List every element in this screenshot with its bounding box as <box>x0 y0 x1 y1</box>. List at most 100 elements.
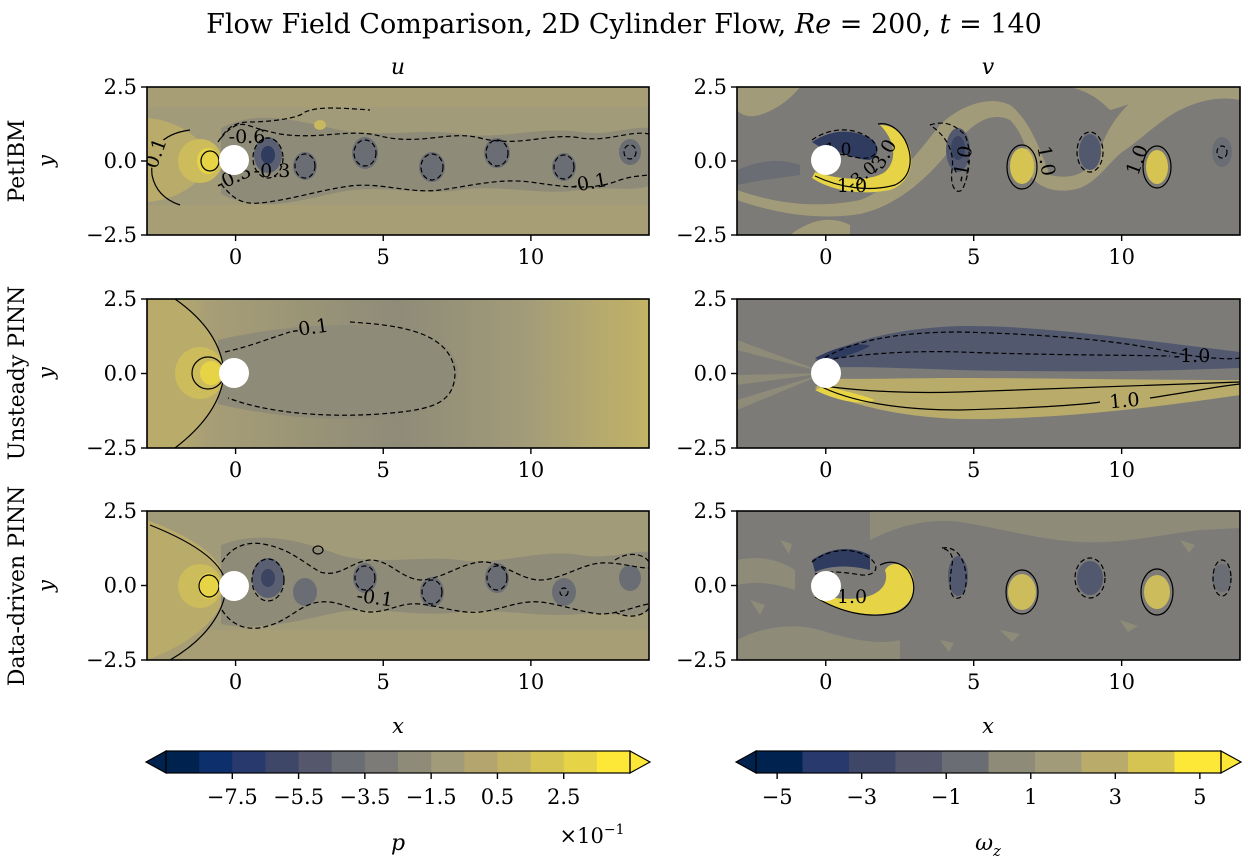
y-tick-label: 2.5 <box>104 75 137 99</box>
y-tick-label: −2.5 <box>676 223 727 247</box>
vortex-positive <box>1008 574 1036 610</box>
vortex <box>419 152 445 182</box>
contour-label: 1.0 <box>1108 389 1140 414</box>
colorbar-segment <box>265 751 300 773</box>
colorbar-segment <box>942 751 989 773</box>
small-positive-blob <box>314 120 326 130</box>
colorbar-segment <box>895 751 943 773</box>
contour-line <box>151 129 191 206</box>
colorbar-vorticity: −5 −3 −1 1 3 5 <box>734 749 1243 809</box>
colorbar-tick-label: 1 <box>1024 785 1037 809</box>
positive-region <box>790 219 850 235</box>
colorbar-tick-label: −5 <box>762 785 793 809</box>
vortex-positive <box>1010 148 1034 184</box>
axes-petibm-u: 0 5 10 2.5 0.0 −2.5 <box>86 75 650 269</box>
contour-line <box>251 558 285 602</box>
colorbar-tick-label: −1.5 <box>406 785 457 809</box>
y-tick-label: 2.5 <box>104 499 137 523</box>
x-tick-label: 10 <box>518 458 545 482</box>
vortex <box>484 138 510 168</box>
vortex-negative-core <box>951 136 965 160</box>
shear-layer-negative <box>812 131 878 160</box>
x-tick-label: 0 <box>229 245 242 269</box>
faint-rays <box>737 340 826 410</box>
contour-line <box>614 553 649 617</box>
contour-line <box>817 331 1240 363</box>
colorbar-segment <box>232 751 266 773</box>
colorbar-segment <box>331 751 366 773</box>
positive-region <box>737 87 1240 217</box>
contour-line <box>312 545 324 555</box>
cylinder <box>811 358 841 388</box>
colorbar-layer: −7.5 −5.5 −3.5 −1.5 0.5 2.5 −5 −3 −1 1 3 5 <box>144 749 1243 809</box>
colorbar-segment <box>1128 751 1175 773</box>
colorbar-segment <box>298 751 333 773</box>
band-bottom <box>147 630 649 660</box>
x-tick-label: 10 <box>1108 458 1135 482</box>
band-top <box>147 87 649 107</box>
contour-line <box>814 123 911 190</box>
axes-unsteady-pinn-v: 0 5 10 2.5 0.0 −2.5 <box>676 287 1241 482</box>
colorbar-segment <box>464 751 498 773</box>
contour-line <box>486 565 508 591</box>
colorbar-tick-label: −3.5 <box>339 785 390 809</box>
contour-label: -1.0 <box>1174 345 1211 367</box>
y-tick-label: −2.5 <box>86 648 137 672</box>
vortex-negative <box>1212 564 1232 592</box>
axes-petibm-v: 0 5 10 2.5 0.0 −2.5 <box>676 75 1241 269</box>
contour-line <box>1140 568 1174 616</box>
contour-line <box>929 122 970 192</box>
vortex-positive <box>1146 150 1168 184</box>
stagnation-peak <box>200 361 222 385</box>
axes-layer: 0 5 10 2.5 0.0 −2.5 0 5 10 2.5 0.0 −2.5 0 5 10 2.5 0.0 −2… <box>86 75 1241 694</box>
contour-line <box>421 579 443 605</box>
negative-region <box>737 160 800 185</box>
colorbar-tick-label: 0.5 <box>481 785 514 809</box>
vortex <box>552 153 576 181</box>
contour-line <box>224 321 456 416</box>
contour-line <box>553 154 575 180</box>
axes-data-driven-pinn-v: 0 5 10 2.5 0.0 −2.5 <box>676 499 1241 694</box>
column-title-u: u <box>391 55 405 80</box>
x-tick-label: 10 <box>518 670 545 694</box>
contour-line <box>220 174 649 204</box>
y-tick-label: −2.5 <box>676 436 727 460</box>
contour-line <box>811 549 877 576</box>
colorbar-tick-label: −7.5 <box>207 785 258 809</box>
colorbar-frame <box>165 750 631 774</box>
colorbar-segment <box>1081 751 1129 773</box>
contour-line <box>941 547 967 599</box>
contour-line <box>221 601 649 629</box>
contour-line <box>353 139 377 167</box>
shear-layer-positive <box>812 125 912 193</box>
contour-label: 1.0 <box>837 586 867 608</box>
vortex <box>352 137 378 169</box>
vortex-negative <box>948 556 968 596</box>
y-axis-label-row-2: y <box>34 366 58 380</box>
vortex-negative <box>1077 561 1103 595</box>
vortex-core-inner <box>261 569 275 587</box>
y-tick-label: 0.0 <box>694 574 727 598</box>
positive-region <box>870 511 1240 543</box>
colorbar-pressure: −7.5 −5.5 −3.5 −1.5 0.5 2.5 <box>144 749 652 809</box>
contour-line <box>1076 131 1104 173</box>
vortex-core-inner <box>261 146 275 164</box>
negative-band <box>815 325 1240 372</box>
contour-label: 1.0 <box>837 175 867 197</box>
stagnation-peak <box>197 148 219 174</box>
positive-region <box>737 558 795 590</box>
x-tick-label: 5 <box>967 458 980 482</box>
y-tick-label: 2.5 <box>104 287 137 311</box>
y-tick-label: 2.5 <box>694 499 727 523</box>
y-tick-label: 0.0 <box>104 149 137 173</box>
band-bottom <box>147 205 649 235</box>
axes-data-driven-pinn-u: 0 5 10 2.5 0.0 −2.5 <box>86 499 650 694</box>
contour-line <box>221 542 649 581</box>
colorbar-segment <box>1174 751 1222 773</box>
contour-line <box>354 565 376 591</box>
contour-line <box>1005 569 1039 615</box>
x-tick-label: 0 <box>229 670 242 694</box>
vortex-negative <box>1212 137 1232 167</box>
colorbar-multiplier: ×10−1 <box>560 822 625 848</box>
contour-line <box>1074 557 1106 599</box>
